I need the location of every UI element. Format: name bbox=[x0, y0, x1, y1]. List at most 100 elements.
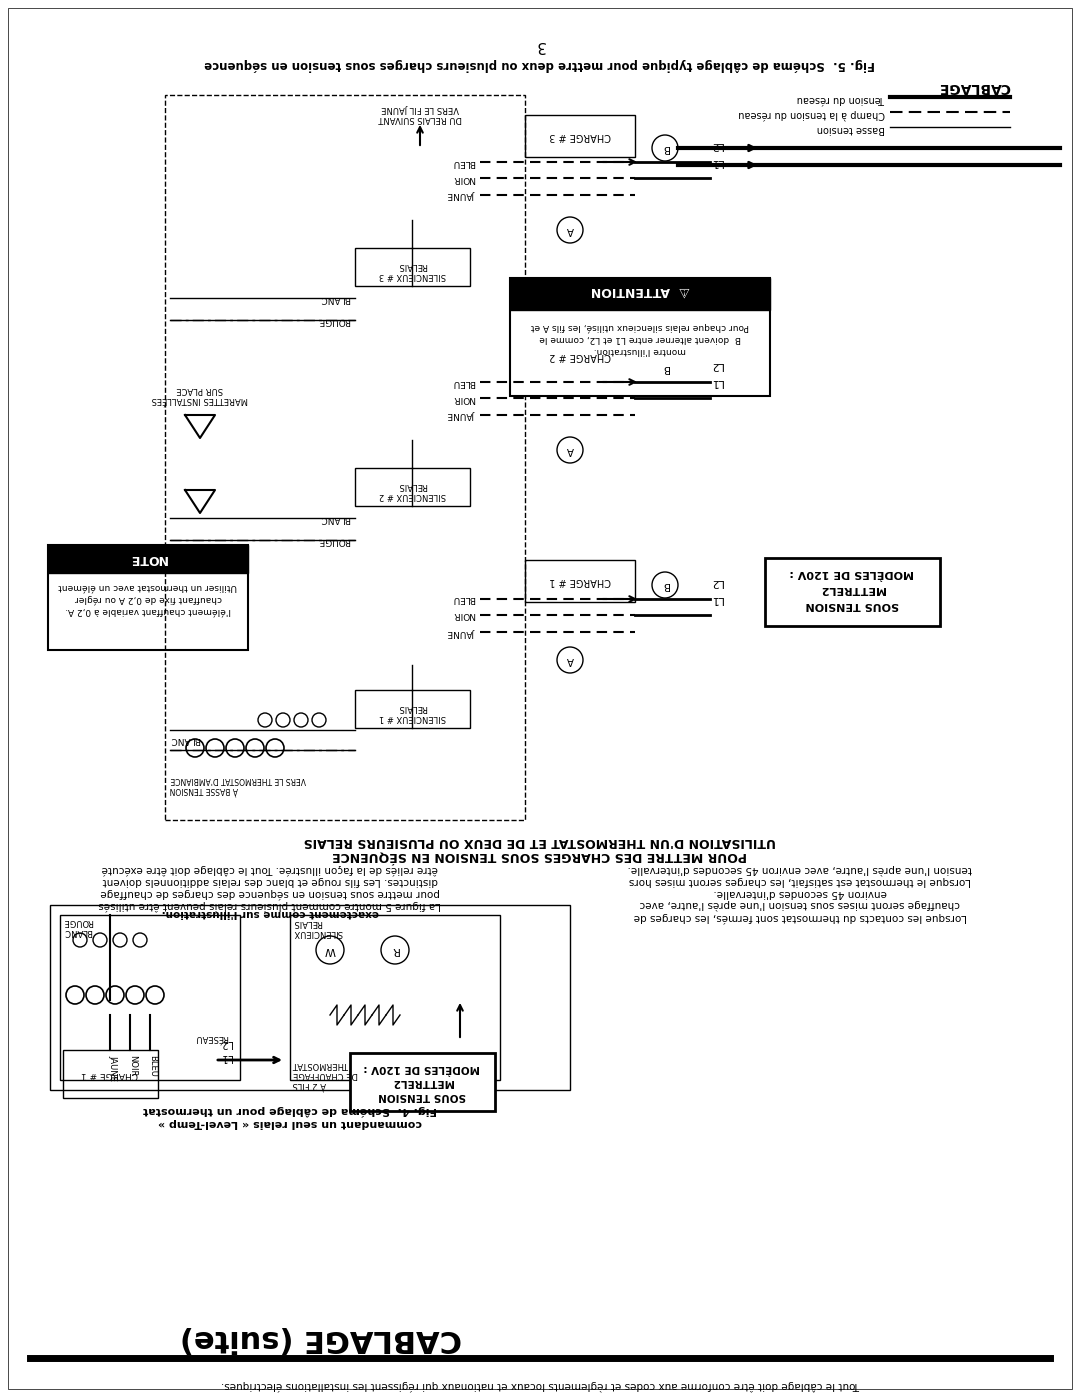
Text: Tension du réseau: Tension du réseau bbox=[797, 94, 885, 103]
Text: Fig. 5.  Schéma de câblage typique pour mettre deux ou plusieurs charges sous te: Fig. 5. Schéma de câblage typique pour m… bbox=[204, 59, 876, 71]
Bar bbox=[165, 95, 525, 820]
Text: DE CHAUFFAGE: DE CHAUFFAGE bbox=[293, 1070, 357, 1078]
Text: ROUGE: ROUGE bbox=[63, 916, 93, 926]
Text: NOIR: NOIR bbox=[453, 173, 475, 183]
Text: SOUS TENSION: SOUS TENSION bbox=[806, 599, 899, 610]
Text: L1: L1 bbox=[220, 1052, 231, 1062]
Text: NOIR: NOIR bbox=[453, 610, 475, 619]
Text: Champ à la tension du réseau: Champ à la tension du réseau bbox=[739, 109, 885, 120]
Text: CÂBLAGE: CÂBLAGE bbox=[937, 80, 1010, 94]
Text: L1: L1 bbox=[710, 594, 724, 604]
Text: JAUNE: JAUNE bbox=[447, 190, 475, 200]
Text: RELAIS: RELAIS bbox=[397, 261, 427, 270]
Text: NOIR: NOIR bbox=[129, 1055, 137, 1076]
Bar bbox=[355, 690, 470, 728]
Text: JAUNE: JAUNE bbox=[447, 411, 475, 419]
Bar bbox=[510, 278, 770, 395]
Text: l'élément chauffant variable à 0,2 A.: l'élément chauffant variable à 0,2 A. bbox=[65, 606, 231, 615]
Text: BLANC: BLANC bbox=[170, 735, 201, 745]
Circle shape bbox=[652, 136, 678, 161]
Text: commandant un seul relais « Level-Temp »: commandant un seul relais « Level-Temp » bbox=[158, 1118, 422, 1127]
Text: L2: L2 bbox=[710, 140, 724, 149]
Text: A: A bbox=[566, 655, 573, 665]
Text: B: B bbox=[661, 363, 669, 373]
Text: Lorsque les contacts du thermostat sont fermés, les charges de
chauffage seront : Lorsque les contacts du thermostat sont … bbox=[627, 863, 972, 922]
Bar bbox=[765, 557, 940, 626]
Text: SOUS TENSION: SOUS TENSION bbox=[378, 1091, 465, 1101]
Text: BLEU: BLEU bbox=[148, 1055, 157, 1077]
Text: MODÈLES DE 120V :: MODÈLES DE 120V : bbox=[789, 569, 915, 578]
Text: exactement comme sur l'illustration.: exactement comme sur l'illustration. bbox=[161, 908, 379, 918]
Bar bbox=[63, 1051, 158, 1098]
Text: L2: L2 bbox=[710, 360, 724, 370]
Text: MARETTES INSTALLÉES
SUR PLACE: MARETTES INSTALLÉES SUR PLACE bbox=[152, 386, 248, 404]
Text: A: A bbox=[566, 225, 573, 235]
Text: W: W bbox=[324, 944, 336, 956]
Bar bbox=[350, 1053, 495, 1111]
Text: chauffant fixe de 0,2 A ou régler: chauffant fixe de 0,2 A ou régler bbox=[75, 594, 221, 604]
Text: L2: L2 bbox=[220, 1038, 232, 1048]
Bar bbox=[291, 915, 500, 1080]
Text: ROUGE: ROUGE bbox=[318, 535, 350, 545]
Text: B: B bbox=[661, 580, 669, 590]
Bar bbox=[355, 249, 470, 286]
Bar bbox=[50, 905, 570, 1090]
Bar bbox=[60, 915, 240, 1080]
Text: ⚠  ATTENTION: ⚠ ATTENTION bbox=[591, 284, 689, 298]
Text: UTILISATION D'UN THERMOSTAT ET DE DEUX OU PLUSIEURS RELAIS: UTILISATION D'UN THERMOSTAT ET DE DEUX O… bbox=[303, 835, 777, 848]
Circle shape bbox=[557, 437, 583, 462]
Circle shape bbox=[652, 355, 678, 381]
Text: CHARGE # 1: CHARGE # 1 bbox=[81, 1070, 138, 1078]
Bar bbox=[48, 545, 248, 573]
Text: À BASSE TENSION: À BASSE TENSION bbox=[170, 785, 239, 793]
Text: L1: L1 bbox=[710, 377, 724, 387]
Text: BLANC: BLANC bbox=[320, 293, 350, 303]
Text: L2: L2 bbox=[710, 577, 724, 587]
Text: THERMOSTAT: THERMOSTAT bbox=[293, 1060, 349, 1069]
Text: NOIR: NOIR bbox=[453, 394, 475, 402]
Text: montre l'illustration.: montre l'illustration. bbox=[594, 346, 686, 355]
Text: JAUNE: JAUNE bbox=[108, 1055, 117, 1081]
Bar bbox=[525, 560, 635, 602]
Text: CHARGE # 2: CHARGE # 2 bbox=[549, 351, 611, 360]
Text: SILENCIEUX: SILENCIEUX bbox=[293, 928, 342, 937]
Text: RELAIS: RELAIS bbox=[397, 481, 427, 490]
Text: METTREL2: METTREL2 bbox=[820, 584, 885, 594]
Text: R: R bbox=[391, 944, 399, 956]
Text: Basse tension: Basse tension bbox=[816, 124, 885, 134]
Text: CHARGE # 1: CHARGE # 1 bbox=[549, 576, 611, 585]
Text: A: A bbox=[566, 446, 573, 455]
Text: BLEU: BLEU bbox=[451, 377, 475, 387]
Text: POUR METTRE DES CHARGES SOUS TENSION EN SÉQUENCE: POUR METTRE DES CHARGES SOUS TENSION EN … bbox=[333, 849, 747, 862]
Text: B  doivent alterner entre L1 et L2, comme le: B doivent alterner entre L1 et L2, comme… bbox=[539, 334, 741, 344]
Text: CHARGE # 3: CHARGE # 3 bbox=[549, 131, 611, 141]
Text: VERS LE THERMOSTAT D'AMBIANCE: VERS LE THERMOSTAT D'AMBIANCE bbox=[170, 775, 306, 784]
Text: La figure 5 montre comment plusieurs relais peuvent être utilisés
pour mettre so: La figure 5 montre comment plusieurs rel… bbox=[98, 863, 442, 911]
Text: Fig. 4.  Schéma de câblage pour un thermostat: Fig. 4. Schéma de câblage pour un thermo… bbox=[143, 1105, 437, 1115]
Text: BLEU: BLEU bbox=[451, 158, 475, 166]
Text: À 2 FILS: À 2 FILS bbox=[293, 1080, 326, 1090]
Circle shape bbox=[652, 571, 678, 598]
Text: RELAIS: RELAIS bbox=[397, 703, 427, 712]
Bar bbox=[510, 278, 770, 310]
Text: SILENCIEUX # 1: SILENCIEUX # 1 bbox=[378, 712, 446, 722]
Bar bbox=[355, 468, 470, 506]
Text: Pour chaque relais silencieux utilisé, les fils A et: Pour chaque relais silencieux utilisé, l… bbox=[531, 321, 750, 331]
Text: Utiliser un thermostat avec un élément: Utiliser un thermostat avec un élément bbox=[58, 583, 238, 591]
Text: RÉSEAU: RÉSEAU bbox=[195, 1032, 229, 1042]
Text: RELAIS: RELAIS bbox=[293, 918, 323, 928]
Text: Tout le câblage doit être conforme aux codes et règlements locaux et nationaux q: Tout le câblage doit être conforme aux c… bbox=[220, 1380, 860, 1390]
Text: L1: L1 bbox=[710, 156, 724, 168]
Circle shape bbox=[557, 647, 583, 673]
Text: CÂBLAGE (suite): CÂBLAGE (suite) bbox=[180, 1324, 462, 1356]
Text: JAUNE: JAUNE bbox=[447, 627, 475, 637]
Text: BLANC: BLANC bbox=[320, 514, 350, 522]
Text: 3: 3 bbox=[535, 38, 545, 53]
Bar bbox=[525, 115, 635, 156]
Bar bbox=[48, 545, 248, 650]
Circle shape bbox=[557, 217, 583, 243]
Text: SILENCIEUX # 3: SILENCIEUX # 3 bbox=[378, 271, 446, 279]
Text: BLANC: BLANC bbox=[63, 928, 92, 936]
Text: ROUGE: ROUGE bbox=[318, 316, 350, 324]
Text: SILENCIEUX # 2: SILENCIEUX # 2 bbox=[378, 490, 446, 500]
